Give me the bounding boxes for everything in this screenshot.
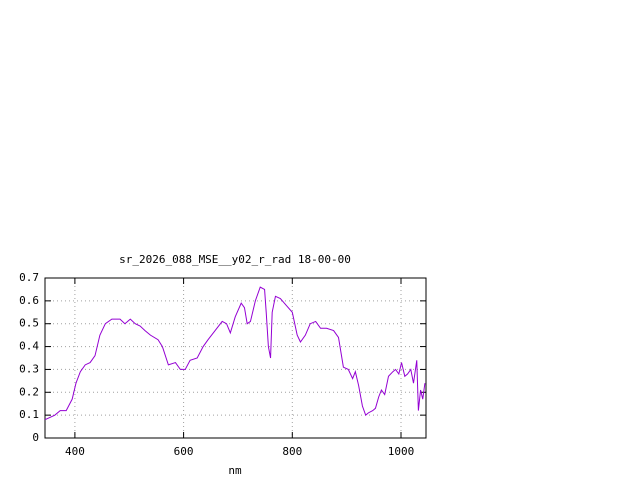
y-tick-label: 0.1: [19, 408, 39, 421]
x-tick-label: 800: [282, 445, 302, 458]
data-line: [44, 286, 426, 421]
y-tick-label: 0.4: [19, 340, 39, 353]
x-axis-label: nm: [228, 464, 242, 477]
x-tick-label: 1000: [388, 445, 415, 458]
y-tick-label: 0.7: [19, 271, 39, 284]
chart-title: sr_2026_088_MSE__y02_r_rad 18-00-00: [119, 253, 351, 266]
plot-frame: [44, 277, 427, 439]
y-tick-label: 0.6: [19, 294, 39, 307]
y-tick-label: 0.5: [19, 317, 39, 330]
y-tick-label: 0: [32, 431, 39, 444]
y-tick-label: 0.2: [19, 385, 39, 398]
x-tick-label: 600: [174, 445, 194, 458]
y-tick-label: 0.3: [19, 362, 39, 375]
x-tick-label: 400: [65, 445, 85, 458]
